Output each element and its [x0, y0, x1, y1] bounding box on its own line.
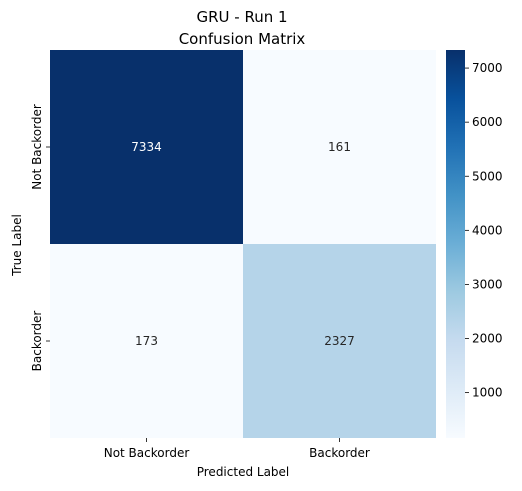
x-tick-labels: Not Backorder Backorder: [104, 438, 370, 460]
chart-subtitle: Confusion Matrix: [179, 30, 306, 48]
heatmap-cell: [50, 244, 243, 438]
y-tick-label: Backorder: [30, 311, 44, 372]
heatmap-cell: [243, 244, 436, 438]
heatmap-cells: 7334 161 173 2327: [50, 50, 436, 438]
chart-title: GRU - Run 1: [196, 8, 287, 26]
colorbar-tick-label: 7000: [472, 61, 503, 75]
cell-value-label: 2327: [324, 334, 355, 348]
cell-value-label: 161: [328, 140, 351, 154]
y-tick-labels: Not Backorder Backorder: [30, 104, 50, 371]
x-axis-label: Predicted Label: [197, 465, 290, 479]
cell-value-label: 7334: [131, 140, 162, 154]
x-tick-label: Not Backorder: [104, 446, 190, 460]
colorbar-tick-label: 4000: [472, 223, 503, 237]
y-axis-label: True Label: [10, 214, 24, 277]
colorbar-tick-label: 5000: [472, 169, 503, 183]
colorbar-ticks: 1000 2000 3000 4000 5000 6000 7000: [465, 61, 503, 400]
colorbar-tick-label: 6000: [472, 115, 503, 129]
cell-value-label: 173: [135, 334, 158, 348]
colorbar-tick-label: 1000: [472, 386, 503, 400]
heatmap-cell: [243, 50, 436, 244]
heatmap-cell: [50, 50, 243, 244]
colorbar-tick-label: 2000: [472, 332, 503, 346]
colorbar: [446, 50, 465, 438]
colorbar-tick-label: 3000: [472, 277, 503, 291]
y-tick-label: Not Backorder: [30, 104, 44, 190]
x-tick-label: Backorder: [309, 446, 370, 460]
